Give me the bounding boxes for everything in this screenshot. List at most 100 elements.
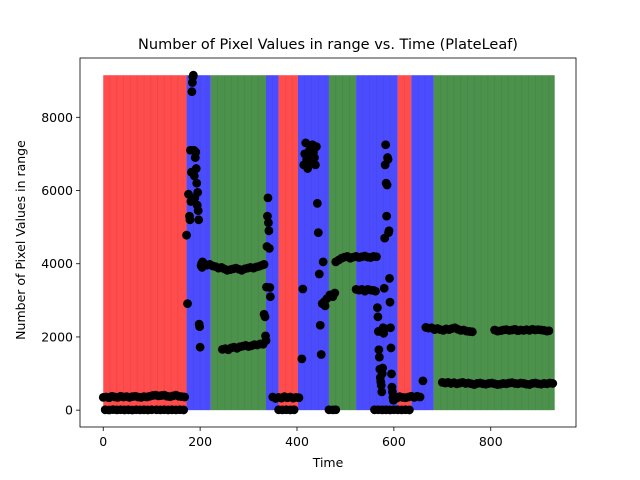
data-point — [313, 228, 323, 238]
data-point — [187, 87, 197, 97]
data-point — [264, 243, 274, 253]
data-point — [418, 376, 428, 386]
data-point — [263, 211, 272, 221]
data-point — [376, 380, 386, 390]
band-9 — [411, 75, 434, 411]
data-point — [312, 198, 322, 208]
data-point — [180, 392, 190, 402]
y-tick-label: 4000 — [41, 256, 73, 271]
data-point — [318, 257, 328, 267]
data-points — [98, 70, 558, 415]
data-point — [195, 342, 205, 352]
data-point — [378, 363, 388, 373]
data-point — [548, 379, 558, 388]
data-point — [191, 164, 201, 173]
data-point — [193, 206, 203, 216]
data-point — [261, 336, 271, 346]
band-0 — [103, 75, 187, 411]
band-8 — [397, 75, 412, 411]
chart-title: Number of Pixel Values in range vs. Time… — [138, 37, 518, 53]
data-point — [371, 286, 380, 296]
data-point — [179, 405, 189, 415]
band-10 — [433, 75, 555, 411]
data-point — [383, 155, 393, 164]
data-point — [384, 226, 394, 236]
data-point — [289, 405, 299, 415]
y-tick-label: 0 — [65, 403, 73, 418]
data-point — [260, 312, 270, 322]
x-tick-label: 0 — [99, 434, 107, 449]
data-point — [259, 260, 269, 269]
data-point — [182, 230, 191, 240]
data-point — [544, 326, 554, 336]
background-bands — [103, 75, 555, 411]
data-point — [311, 160, 320, 170]
data-point — [185, 215, 195, 225]
data-point — [467, 327, 477, 337]
data-point — [263, 193, 273, 203]
data-point — [404, 405, 414, 415]
band-3 — [266, 75, 279, 411]
data-point — [298, 284, 308, 294]
data-point — [265, 283, 275, 292]
y-tick-label: 6000 — [41, 183, 73, 198]
data-point — [386, 323, 395, 333]
data-point — [311, 142, 321, 151]
x-axis-label: Time — [312, 455, 344, 470]
axes-frame — [79, 57, 577, 428]
data-point — [415, 392, 425, 402]
data-point — [387, 369, 396, 379]
data-point — [194, 215, 204, 225]
data-point — [382, 180, 392, 190]
data-point — [303, 164, 313, 173]
y-axis-ticks: 0 2000 4000 6000 8000 — [41, 110, 80, 418]
data-point — [264, 218, 273, 228]
data-point — [382, 211, 392, 221]
band-4 — [278, 75, 298, 411]
data-point — [301, 138, 311, 148]
data-point — [379, 283, 389, 293]
data-point — [193, 187, 203, 197]
x-tick-label: 800 — [479, 434, 503, 449]
data-point — [379, 328, 389, 338]
x-axis-ticks: 0 200 400 600 800 — [99, 427, 503, 449]
data-point — [381, 140, 391, 150]
data-point — [191, 147, 201, 157]
data-point — [373, 312, 383, 322]
y-axis-label: Number of Pixel Values in range — [13, 140, 28, 340]
data-point — [374, 352, 384, 362]
data-point — [195, 322, 205, 332]
data-point — [315, 320, 325, 330]
y-tick-label: 8000 — [41, 110, 73, 125]
data-point — [183, 299, 192, 309]
data-point — [264, 226, 274, 236]
plot-area — [79, 57, 577, 428]
data-point — [385, 297, 395, 307]
data-point — [320, 301, 330, 311]
data-point — [189, 171, 199, 181]
band-2 — [210, 75, 266, 411]
data-point — [316, 350, 326, 359]
data-point — [373, 303, 382, 313]
data-point — [372, 252, 381, 262]
data-point — [310, 153, 319, 162]
data-point — [188, 70, 198, 80]
data-point — [314, 269, 324, 279]
x-tick-label: 200 — [188, 434, 212, 449]
data-point — [377, 387, 387, 397]
data-point — [385, 273, 394, 283]
band-6 — [328, 75, 357, 411]
data-point — [330, 288, 340, 298]
x-tick-label: 400 — [285, 434, 309, 449]
data-point — [297, 354, 307, 364]
data-point — [386, 343, 396, 353]
y-tick-label: 2000 — [41, 329, 73, 344]
data-point — [265, 292, 275, 302]
data-point — [192, 178, 202, 188]
data-point — [294, 393, 304, 403]
band-1 — [186, 75, 211, 411]
x-tick-label: 600 — [382, 434, 406, 449]
data-point — [374, 345, 384, 355]
data-point — [331, 405, 341, 415]
